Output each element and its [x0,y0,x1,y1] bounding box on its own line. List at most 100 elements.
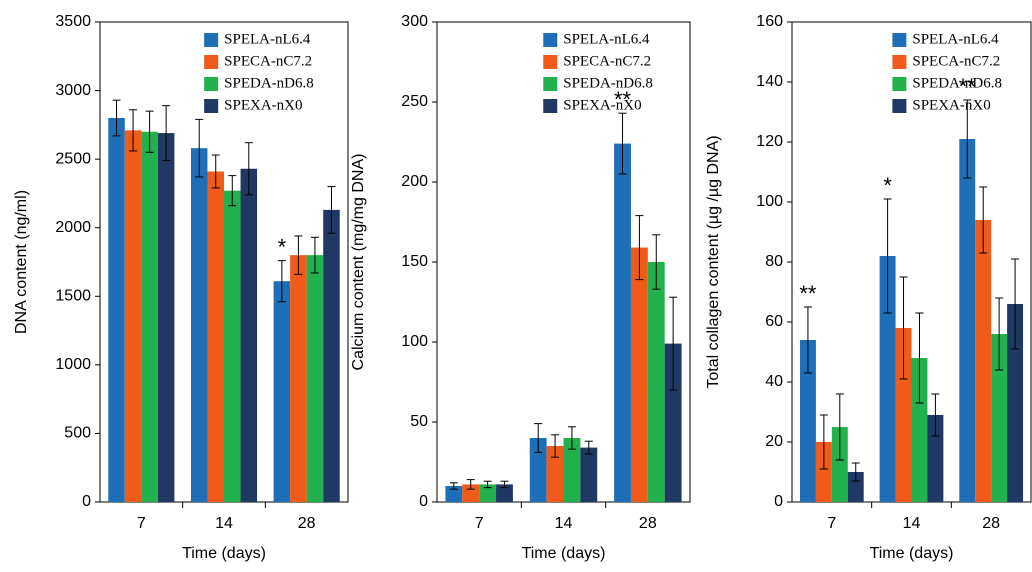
y-axis-label: Calcium content (mg/mg DNA) [350,154,367,371]
y-axis-label: Total collagen content (µg /µg DNA) [705,135,722,388]
error-bar [835,393,844,461]
y-tick-label: 140 [756,73,783,90]
y-tick-label: 3000 [55,82,91,99]
chart: 0 50 100 150 200 250 300 7 14 28 SPELA-nL6.4 SPECA-… [350,13,691,562]
error-bar [931,393,940,437]
y-tick-label: 50 [410,413,428,430]
legend-swatch [543,77,558,91]
error-bar [883,198,892,314]
x-tick-label: 14 [903,515,921,532]
error-bar [244,142,253,196]
error-bar [466,479,475,490]
chart: 0 500 1000 1500 2000 2500 3000 3500 7 14 28 SPELA-n… [13,13,349,562]
bar [847,472,864,502]
bar [157,133,175,503]
legend-swatch [892,33,907,47]
bar [895,328,912,502]
bar [224,190,241,502]
y-tick-label: 500 [64,425,91,442]
error-bar [483,480,492,489]
error-bar [162,105,171,162]
error-bar [635,215,644,281]
legend-swatch [543,55,558,69]
bar [207,171,224,502]
error-bar [551,434,560,458]
bar [323,209,340,502]
y-tick-label: 20 [765,433,783,450]
error-bar [327,186,336,234]
error-bar [129,109,138,152]
error-bar [819,414,828,470]
significance-mark: * [278,234,287,259]
bar [306,255,324,502]
error-bar [567,426,576,450]
bar [445,486,463,502]
error-bar [112,99,121,137]
bar [927,415,944,502]
bar [529,438,547,502]
error-bar [277,260,286,303]
y-axis-label: DNA content (ng/ml) [13,190,30,334]
y-tick-label: 0 [419,493,428,510]
y-tick-label: 120 [756,133,783,150]
y-tick-label: 80 [765,253,783,270]
y-tick-label: 1500 [55,288,91,305]
legend-label: SPEXA-nX0 [224,97,302,113]
legend-label: SPEDA-nD6.8 [563,75,653,91]
bar [290,255,307,502]
y-tick-label: 0 [774,493,783,510]
error-bar [963,99,972,179]
bar [563,438,581,502]
y-tick-label: 250 [401,93,428,110]
error-bar [294,235,303,275]
legend-swatch [204,99,219,113]
y-tick-label: 40 [765,373,783,390]
legend-label: SPEDA-nD6.8 [912,75,1002,91]
chart: 0 20 40 60 80 100 120 140 160 7 14 28 SPELA-nL6.4 SPE… [705,13,1032,562]
legend-label: SPELA-nL6.4 [912,31,999,47]
x-tick-label: 28 [298,515,316,532]
x-tick-label: 28 [982,515,1000,532]
bar [580,447,598,502]
legend-label: SPEDA-nD6.8 [224,75,314,91]
error-bar [228,175,237,207]
bar [462,484,480,502]
y-tick-label: 60 [765,313,783,330]
bar [190,148,208,502]
legend-swatch [892,55,907,69]
error-bar [584,440,593,455]
legend-swatch [204,33,219,47]
bar [614,143,631,502]
bar [141,131,158,502]
significance-mark: ** [614,87,632,112]
legend-swatch [892,99,907,113]
error-bar [145,110,154,153]
bar [799,340,816,502]
legend-swatch [204,77,219,91]
error-bar [803,306,812,374]
error-bar [851,462,860,482]
legend-label: SPECA-nC7.2 [224,53,312,69]
error-bar [979,186,988,254]
y-tick-label: 2500 [55,150,91,167]
error-bar [652,234,661,290]
error-bar [618,112,627,175]
x-tick-label: 28 [639,515,657,532]
x-tick-label: 7 [137,515,146,532]
bar [664,343,682,502]
bar [630,247,648,502]
bar [108,118,125,502]
bar [647,262,665,502]
bar [240,168,258,502]
bar [546,446,564,502]
bar [991,334,1008,502]
legend-label: SPELA-nL6.4 [224,31,311,47]
x-tick-label: 7 [827,515,836,532]
error-bar [195,118,204,178]
x-axis-label: Time (days) [870,545,954,562]
legend-label: SPELA-nL6.4 [563,31,650,47]
y-tick-label: 0 [82,493,91,510]
error-bar [449,482,458,490]
legend-swatch [543,99,558,113]
